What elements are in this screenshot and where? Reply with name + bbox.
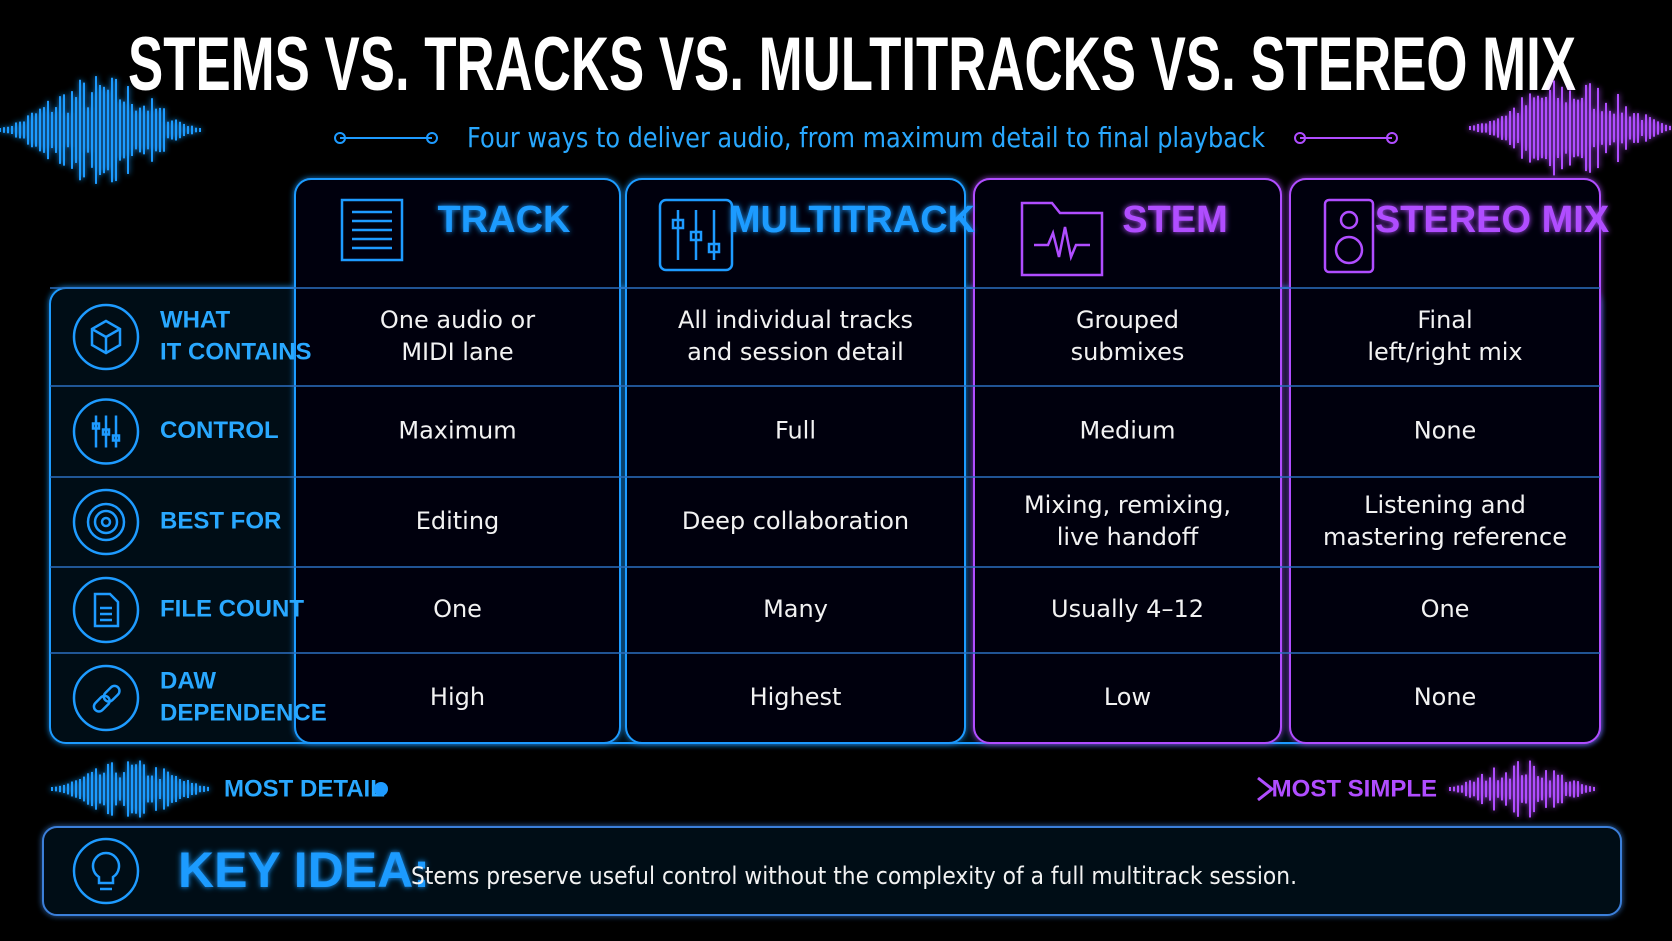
waveform	[1449, 760, 1595, 818]
connector-dot	[334, 132, 346, 144]
row-label: WHAT	[160, 306, 231, 333]
icon-shape	[91, 851, 121, 891]
connector-dot	[1386, 132, 1398, 144]
icon-shape	[658, 198, 734, 272]
icon-shape	[93, 509, 119, 535]
table-cell: Grouped	[1076, 306, 1179, 334]
icon-shape	[1323, 198, 1375, 274]
key-idea-box	[42, 826, 1622, 916]
row-label: IT CONTAINS	[160, 338, 312, 365]
comparison-table: TRACK MULTITRACK STEM STEREO MIX WHAT IT CONT…	[42, 178, 1622, 916]
waveform	[1469, 80, 1671, 176]
column-icon	[1323, 198, 1375, 274]
column-panel	[294, 178, 621, 744]
row-icon	[72, 303, 140, 371]
column-header: STEREO MIX	[1375, 199, 1610, 241]
icon-shape	[1020, 201, 1104, 277]
table-cell: left/right mix	[1367, 338, 1522, 366]
connector-dot	[1294, 132, 1306, 144]
waveform	[0, 76, 201, 184]
table-cell: Mixing, remixing,	[1024, 491, 1231, 519]
row-icon	[72, 576, 140, 644]
table-cell: None	[1414, 417, 1477, 445]
table-cell: Many	[763, 595, 828, 623]
icon-ring	[72, 837, 140, 905]
table-cell: Medium	[1080, 417, 1176, 445]
icon-shape	[90, 319, 122, 355]
waveform	[51, 760, 209, 818]
icon-shape	[707, 242, 721, 254]
icon-shape	[671, 218, 685, 230]
icon-ring	[72, 303, 140, 371]
icon-shape	[101, 428, 111, 436]
table-cell: Usually 4–12	[1051, 595, 1204, 623]
scale-left: MOST DETAIL	[224, 775, 385, 802]
column-icon	[1020, 201, 1104, 277]
icon-shape	[86, 502, 126, 542]
row-icon	[72, 488, 140, 556]
bulb-icon	[72, 837, 140, 905]
title: STEMS VS. TRACKS VS. MULTITRACKS VS. STE…	[128, 22, 1576, 107]
table-cell: Editing	[416, 507, 500, 535]
icon-shape	[93, 592, 120, 628]
icon-shape	[1034, 226, 1090, 262]
row-label: FILE COUNT	[160, 595, 304, 622]
scale-right: MOST SIMPLE	[1272, 775, 1437, 802]
table-cell: None	[1414, 683, 1477, 711]
icon-shape	[1334, 235, 1364, 265]
icon-ring	[72, 664, 140, 732]
column-panel	[1289, 178, 1601, 744]
column-icon	[658, 198, 734, 272]
table-cell: Maximum	[398, 417, 516, 445]
connector-dot	[426, 132, 438, 144]
key-idea-label: KEY IDEA:	[178, 842, 430, 898]
table-cell: and session detail	[687, 338, 904, 366]
table-cell: Deep collaboration	[682, 507, 909, 535]
subtitle: Four ways to deliver audio, from maximum…	[467, 121, 1266, 154]
row-label: CONTROL	[160, 417, 279, 444]
icon-shape	[102, 684, 121, 703]
table-cell: One	[433, 595, 482, 623]
table-cell: live handoff	[1057, 523, 1199, 551]
table-cell: Full	[775, 417, 816, 445]
table-cell: Highest	[750, 683, 842, 711]
column-panel	[973, 178, 1282, 744]
table-cell: All individual tracks	[678, 306, 913, 334]
table-cell: Listening and	[1364, 491, 1526, 519]
icon-ring	[72, 576, 140, 644]
table-cell: MIDI lane	[401, 338, 513, 366]
row-label: DAW	[160, 667, 216, 694]
column-icon	[340, 198, 404, 262]
table-cell: One audio or	[380, 306, 535, 334]
icon-ring	[72, 398, 140, 465]
table-cell: mastering reference	[1323, 523, 1567, 551]
row-icon	[72, 398, 140, 465]
row-label: BEST FOR	[160, 507, 281, 534]
row-icon	[72, 664, 140, 732]
column-header: STEM	[1122, 199, 1228, 241]
table-cell: Low	[1104, 683, 1151, 711]
row-label: DEPENDENCE	[160, 699, 327, 726]
icon-shape	[111, 434, 121, 442]
icon-shape	[1339, 210, 1359, 230]
icon-ring	[72, 488, 140, 556]
table-cell: submixes	[1071, 338, 1185, 366]
icon-shape	[689, 230, 703, 242]
icon-shape	[92, 694, 111, 713]
icon-shape	[340, 198, 404, 262]
icon-shape	[100, 516, 112, 528]
table-cell: Final	[1417, 306, 1472, 334]
column-header: TRACK	[438, 199, 572, 241]
column-panel	[625, 178, 966, 744]
icon-shape	[91, 422, 101, 430]
arrow-head	[1257, 776, 1275, 802]
table-cell: One	[1421, 595, 1470, 623]
column-header: MULTITRACK	[729, 199, 976, 241]
table-cell: High	[430, 683, 485, 711]
key-idea-text: Stems preserve useful control without th…	[411, 862, 1297, 890]
